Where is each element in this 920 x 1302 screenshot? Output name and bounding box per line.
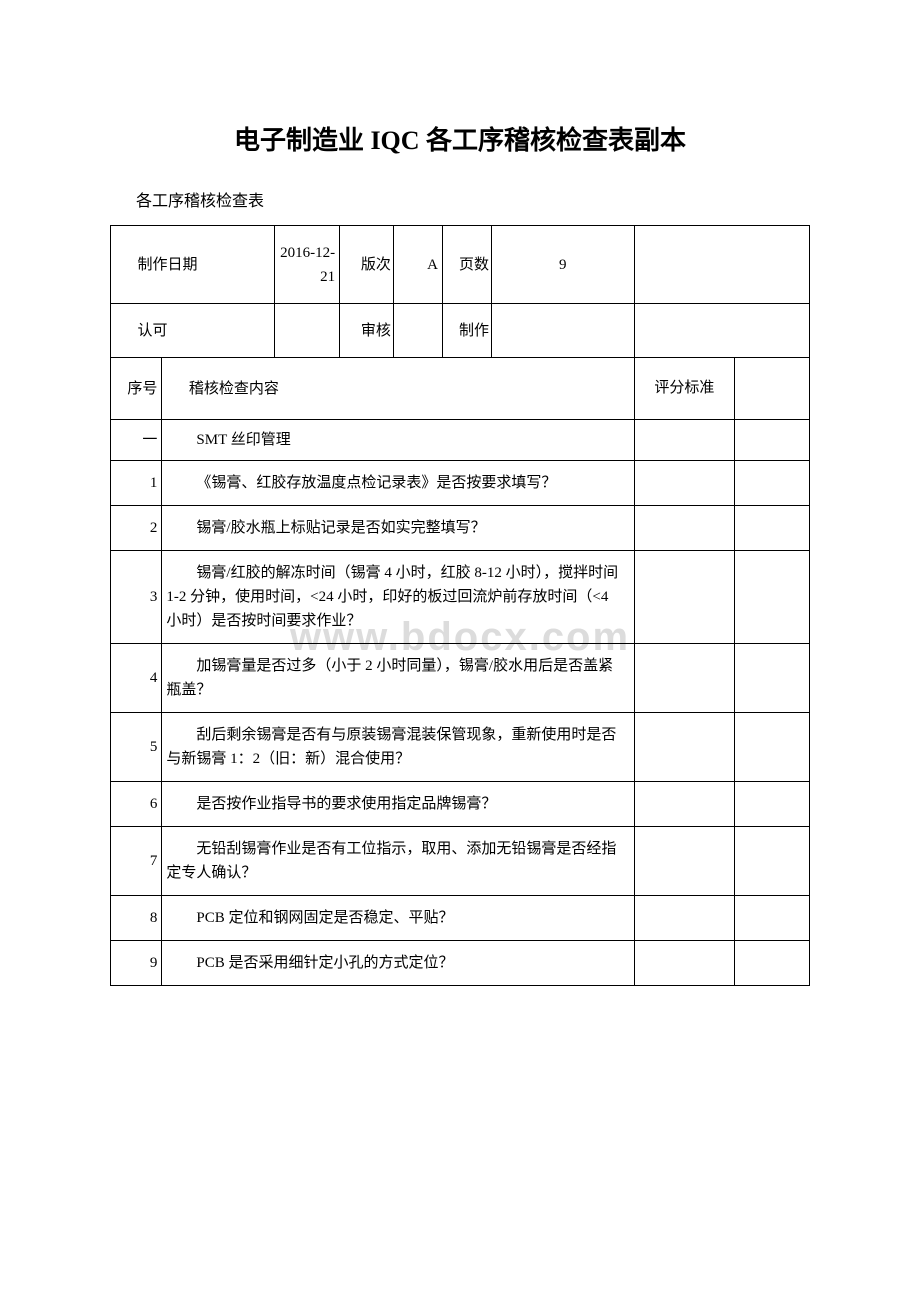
content-header: 稽核检查内容 [162,358,634,420]
page-value: 9 [492,226,635,304]
row-num: 1 [111,461,162,506]
make-label: 制作 [442,304,491,358]
table-row: 8 PCB 定位和钢网固定是否稳定、平贴？ [111,896,810,941]
approve-empty [274,304,339,358]
row-last [735,896,810,941]
row-score [634,551,735,644]
row-score [634,896,735,941]
subtitle: 各工序稽核检查表 [136,187,810,211]
row-last [735,941,810,986]
row-last [735,713,810,782]
header-row-2: 认可 审核 制作 [111,304,810,358]
audit-table: 制作日期 2016-12-21 版次 A 页数 9 认可 审核 制作 序号 稽核… [110,225,810,986]
version-value: A [393,226,442,304]
section-row: 一 SMT 丝印管理 [111,420,810,461]
row-score [634,461,735,506]
row-text: 加锡膏量是否过多（小于 2 小时同量），锡膏/胶水用后是否盖紧瓶盖？ [162,644,634,713]
header-empty-2 [634,304,809,358]
row-score [634,827,735,896]
section-title: SMT 丝印管理 [162,420,634,461]
row-text: PCB 定位和钢网固定是否稳定、平贴？ [162,896,634,941]
row-score [634,644,735,713]
row-text: 锡膏/胶水瓶上标贴记录是否如实完整填写？ [162,506,634,551]
table-row: 5 刮后剩余锡膏是否有与原装锡膏混装保管现象，重新使用时是否与新锡膏 1：2（旧… [111,713,810,782]
table-row: 1 《锡膏、红胶存放温度点检记录表》是否按要求填写？ [111,461,810,506]
row-num: 2 [111,506,162,551]
date-value: 2016-12-21 [274,226,339,304]
row-num: 7 [111,827,162,896]
table-row: 6 是否按作业指导书的要求使用指定品牌锡膏？ [111,782,810,827]
section-last [735,420,810,461]
row-score [634,506,735,551]
row-score [634,941,735,986]
row-num: 9 [111,941,162,986]
header-row-1: 制作日期 2016-12-21 版次 A 页数 9 [111,226,810,304]
row-last [735,827,810,896]
row-num: 8 [111,896,162,941]
column-header-row: 序号 稽核检查内容 评分标准 [111,358,810,420]
row-num: 4 [111,644,162,713]
table-row: 4 加锡膏量是否过多（小于 2 小时同量），锡膏/胶水用后是否盖紧瓶盖？ [111,644,810,713]
score-header: 评分标准 [634,358,735,420]
section-num: 一 [111,420,162,461]
row-text: 刮后剩余锡膏是否有与原装锡膏混装保管现象，重新使用时是否与新锡膏 1：2（旧：新… [162,713,634,782]
row-last [735,461,810,506]
header-empty-1 [634,226,809,304]
row-text: 是否按作业指导书的要求使用指定品牌锡膏？ [162,782,634,827]
table-row: 3 锡膏/红胶的解冻时间（锡膏 4 小时，红胶 8-12 小时），搅拌时间 1-… [111,551,810,644]
seq-header: 序号 [111,358,162,420]
row-last [735,551,810,644]
row-last [735,506,810,551]
row-num: 5 [111,713,162,782]
row-last [735,644,810,713]
row-num: 6 [111,782,162,827]
last-header [735,358,810,420]
version-label: 版次 [340,226,394,304]
row-score [634,713,735,782]
date-label: 制作日期 [111,226,275,304]
page-label: 页数 [442,226,491,304]
table-row: 7 无铅刮锡膏作业是否有工位指示，取用、添加无铅锡膏是否经指定专人确认？ [111,827,810,896]
row-score [634,782,735,827]
row-text: PCB 是否采用细针定小孔的方式定位？ [162,941,634,986]
make-empty [492,304,635,358]
review-label: 审核 [340,304,394,358]
table-row: 9 PCB 是否采用细针定小孔的方式定位？ [111,941,810,986]
review-empty [393,304,442,358]
section-score [634,420,735,461]
approve-label: 认可 [111,304,275,358]
row-text: 锡膏/红胶的解冻时间（锡膏 4 小时，红胶 8-12 小时），搅拌时间 1-2 … [162,551,634,644]
row-num: 3 [111,551,162,644]
row-last [735,782,810,827]
table-row: 2 锡膏/胶水瓶上标贴记录是否如实完整填写？ [111,506,810,551]
page-title: 电子制造业 IQC 各工序稽核检查表副本 [110,120,810,157]
row-text: 《锡膏、红胶存放温度点检记录表》是否按要求填写？ [162,461,634,506]
row-text: 无铅刮锡膏作业是否有工位指示，取用、添加无铅锡膏是否经指定专人确认？ [162,827,634,896]
